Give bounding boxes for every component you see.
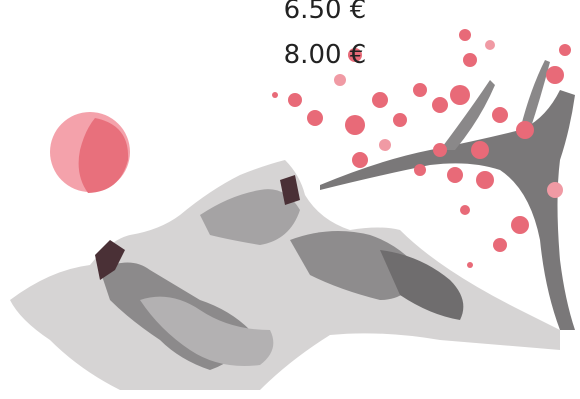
mountains xyxy=(10,160,560,390)
price: 6.50 € xyxy=(283,0,367,25)
sun xyxy=(50,112,130,193)
branch xyxy=(320,60,575,330)
blossoms xyxy=(272,29,571,268)
price: 8.00 € xyxy=(283,40,367,70)
